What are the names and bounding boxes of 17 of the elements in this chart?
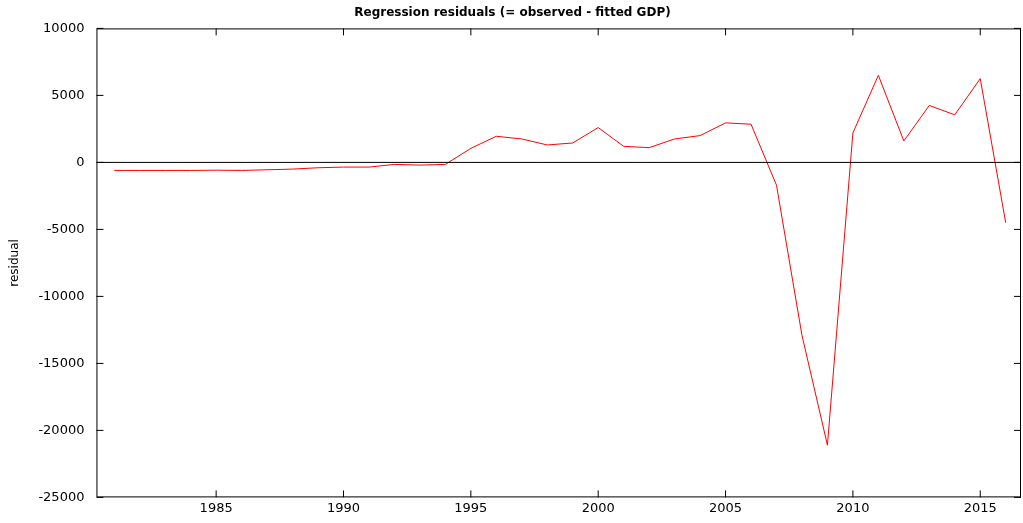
chart-title: Regression residuals (= observed - fitted GDP)	[354, 5, 671, 20]
y-axis-title: residual	[7, 239, 22, 287]
x-tick-label: 2015	[963, 499, 997, 515]
y-tick-label: -15000	[38, 354, 85, 370]
x-tick-label: 2005	[709, 499, 743, 515]
y-tick-label: -10000	[38, 287, 85, 303]
x-tick-label: 1985	[199, 499, 233, 515]
x-tick-label: 1990	[326, 499, 361, 515]
y-tick-label: 0	[76, 153, 85, 169]
y-tick-label: -25000	[38, 488, 85, 504]
y-tick-label: -5000	[46, 220, 85, 236]
x-tick-label: 1995	[454, 499, 488, 515]
x-tick-label: 2000	[581, 499, 615, 515]
x-tick-label: 2010	[836, 499, 870, 515]
y-tick-label: -20000	[38, 421, 85, 437]
y-tick-label: 5000	[51, 86, 85, 102]
y-tick-label: 10000	[43, 19, 85, 35]
